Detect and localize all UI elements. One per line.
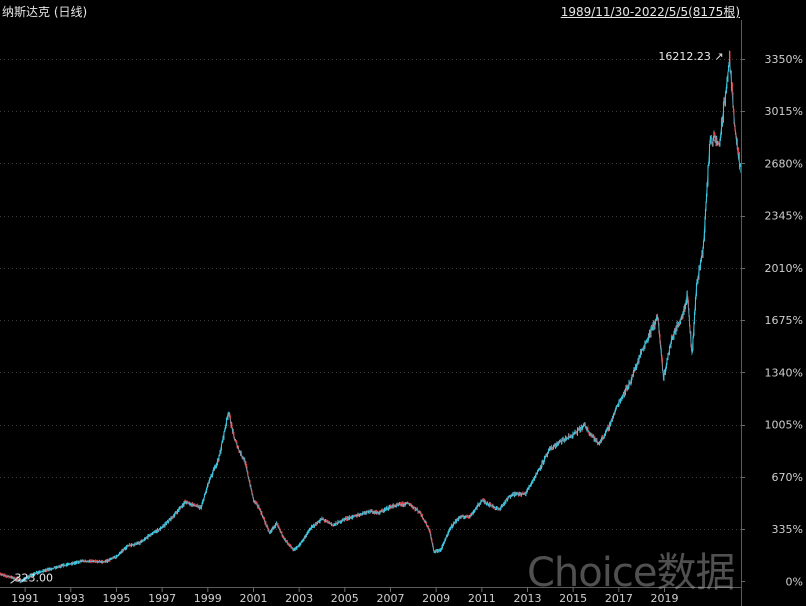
watermark-logo: Choice数据 (527, 550, 735, 596)
y-tick-label: 335% (772, 523, 803, 536)
high-annotation: 16212.23 ↗ (658, 50, 723, 63)
x-tick-label: 2015 (559, 592, 587, 605)
low-marker-arrow (10, 576, 19, 584)
date-range-label[interactable]: 1989/11/30-2022/5/5(8175根) (560, 5, 740, 19)
x-tick-label: 2005 (331, 592, 359, 605)
price-series (0, 50, 741, 584)
y-tick-label: 2680% (765, 157, 803, 170)
x-tick-label: 2007 (376, 592, 404, 605)
x-tick-label: 2011 (468, 592, 496, 605)
x-tick-label: 2019 (651, 592, 679, 605)
y-tick-label: 3350% (765, 53, 803, 66)
price-line (0, 58, 742, 582)
x-tick-label: 2003 (285, 592, 313, 605)
y-tick-label: 2345% (765, 210, 803, 223)
x-tick-label: 2017 (605, 592, 633, 605)
low-annotation: 323.00 (15, 571, 54, 584)
x-tick-label: 2001 (239, 592, 267, 605)
y-tick-label: 0% (786, 575, 803, 588)
y-tick-label: 2010% (765, 262, 803, 275)
y-tick-label: 3015% (765, 105, 803, 118)
chart-title: 纳斯达克 (日线) (2, 5, 88, 19)
x-tick-label: 1997 (148, 592, 176, 605)
y-tick-label: 1005% (765, 419, 803, 432)
x-tick-label: 2009 (422, 592, 450, 605)
x-tick-label: 1991 (11, 592, 39, 605)
x-tick-label: 1999 (194, 592, 222, 605)
y-tick-label: 670% (772, 471, 803, 484)
y-tick-label: 1675% (765, 314, 803, 327)
x-tick-label: 1995 (102, 592, 130, 605)
x-tick-label: 2013 (513, 592, 541, 605)
y-tick-label: 1340% (765, 366, 803, 379)
x-tick-label: 1993 (57, 592, 85, 605)
